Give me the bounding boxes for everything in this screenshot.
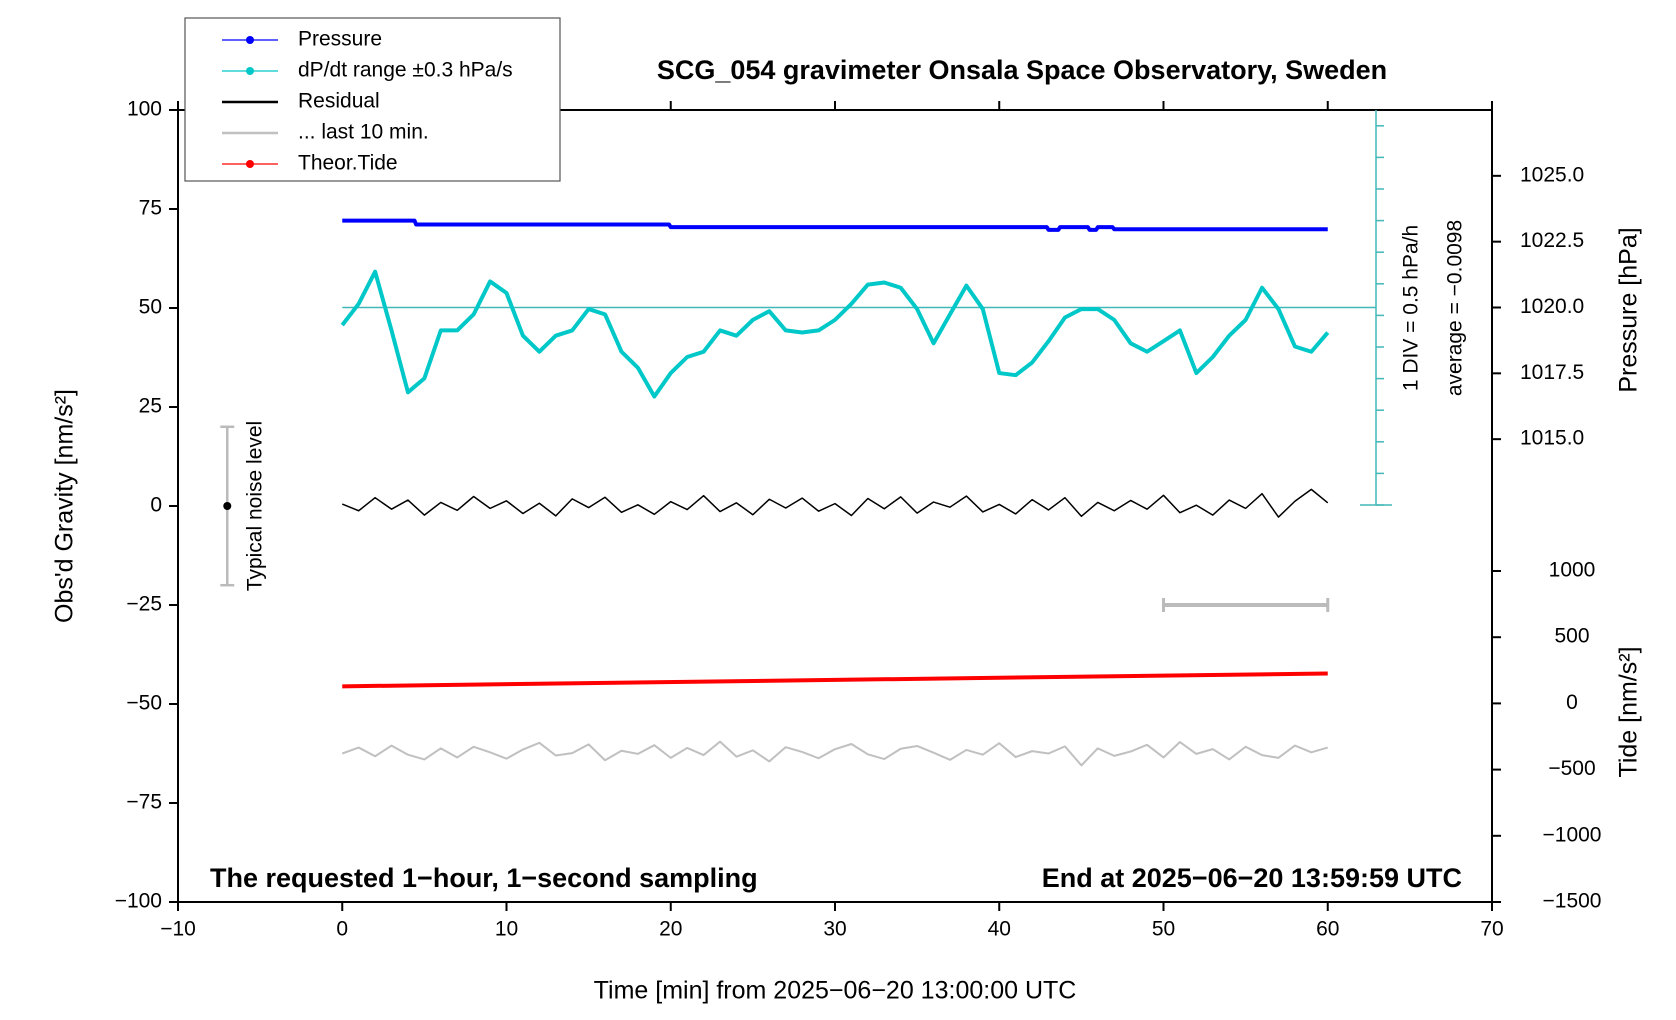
y3-tick-label: −500 bbox=[1548, 757, 1595, 780]
legend-label: ... last 10 min. bbox=[298, 121, 429, 144]
legend-label: Pressure bbox=[298, 28, 382, 51]
x-tick-label: −10 bbox=[160, 918, 196, 941]
y-tick-label: 75 bbox=[139, 197, 162, 220]
y-tick-label: −75 bbox=[126, 791, 162, 814]
y2-tick-label: 1015.0 bbox=[1520, 427, 1584, 450]
legend-label: dP/dt range ±0.3 hPa/s bbox=[298, 59, 513, 82]
y3-tick-label: 0 bbox=[1566, 691, 1578, 714]
y-tick-label: 50 bbox=[139, 296, 162, 319]
x-tick-label: 50 bbox=[1152, 918, 1175, 941]
y2-tick-label: 1025.0 bbox=[1520, 163, 1584, 186]
legend-label: Residual bbox=[298, 90, 380, 113]
legend-marker bbox=[246, 36, 254, 44]
x-tick-label: 20 bbox=[659, 918, 682, 941]
legend-label: Theor.Tide bbox=[298, 152, 398, 175]
x-tick-label: 40 bbox=[988, 918, 1011, 941]
y-tick-label: −100 bbox=[115, 890, 162, 913]
y2-tick-label: 1017.5 bbox=[1520, 361, 1584, 384]
y-tick-label: 25 bbox=[139, 395, 162, 418]
y2-tick-label: 1020.0 bbox=[1520, 295, 1584, 318]
series-line bbox=[341, 740, 1329, 767]
legend-box bbox=[184, 17, 561, 182]
y3-tick-label: 1000 bbox=[1549, 559, 1596, 582]
series-line bbox=[340, 269, 1330, 399]
y2-axis-label: Pressure [hPa] bbox=[1615, 227, 1643, 392]
annotation: End at 2025−06−20 13:59:59 UTC bbox=[1042, 863, 1462, 893]
legend-marker bbox=[246, 67, 254, 75]
y-tick-label: −50 bbox=[126, 692, 162, 715]
y3-axis-label: Tide [nm/s²] bbox=[1615, 646, 1643, 777]
y3-tick-label: 500 bbox=[1554, 625, 1589, 648]
y-tick-label: 100 bbox=[127, 98, 162, 121]
series-line bbox=[341, 488, 1329, 518]
series-line bbox=[342, 671, 1328, 689]
x-tick-label: 70 bbox=[1480, 918, 1503, 941]
chart-title: SCG_054 gravimeter Onsala Space Observat… bbox=[657, 55, 1387, 85]
y-tick-label: −25 bbox=[126, 593, 162, 616]
noise-dot bbox=[223, 502, 232, 510]
x-tick-label: 30 bbox=[823, 918, 846, 941]
x-tick-label: 60 bbox=[1316, 918, 1339, 941]
y2-tick-label: 1022.5 bbox=[1520, 229, 1584, 252]
y-axis-label: Obs'd Gravity [nm/s²] bbox=[51, 389, 79, 623]
legend-marker bbox=[246, 160, 254, 168]
annotation: 1 DIV = 0.5 hPa/h bbox=[1400, 225, 1423, 391]
x-axis-label: Time [min] from 2025−06−20 13:00:00 UTC bbox=[594, 977, 1077, 1005]
annotation: The requested 1−hour, 1−second sampling bbox=[210, 863, 758, 893]
x-tick-label: 0 bbox=[336, 918, 348, 941]
x-tick-label: 10 bbox=[495, 918, 518, 941]
annotation: Typical noise level bbox=[244, 421, 267, 591]
y-tick-label: 0 bbox=[150, 494, 162, 517]
y3-tick-label: −1500 bbox=[1543, 890, 1602, 913]
annotation: average = −0.0098 bbox=[1444, 220, 1467, 396]
y3-tick-label: −1000 bbox=[1543, 823, 1602, 846]
series-line bbox=[342, 218, 1328, 232]
